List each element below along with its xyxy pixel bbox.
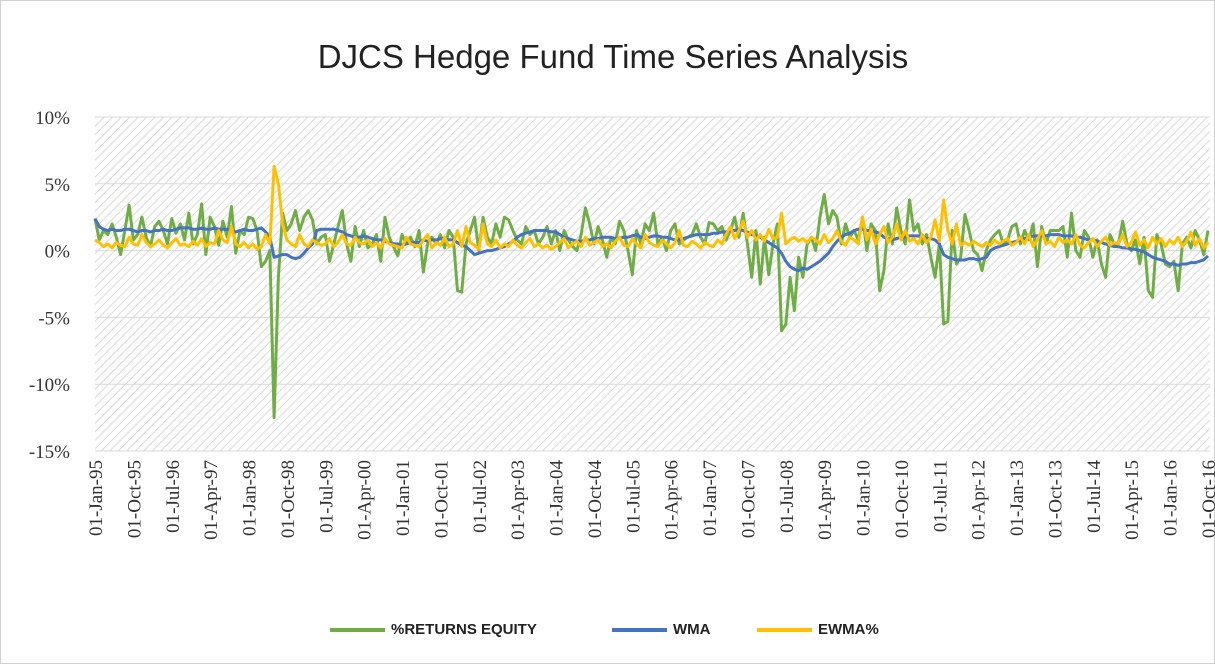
x-tick-label: 01-Apr-09 [815,460,836,540]
y-tick-label: -15% [29,442,70,463]
x-tick-label: 01-Oct-98 [278,460,299,538]
x-tick-label: 01-Oct-04 [585,460,606,539]
x-tick-label: 01-Jul-99 [316,460,337,533]
x-tick-label: 01-Oct-07 [738,460,759,538]
x-tick-label: 01-Jul-08 [777,460,798,533]
y-tick-label: 10% [35,108,70,129]
y-tick-label: -5% [38,308,70,329]
x-tick-label: 01-Apr-15 [1122,460,1143,540]
x-tick-label: 01-Oct-16 [1199,460,1215,538]
chart-title: DJCS Hedge Fund Time Series Analysis [318,38,909,75]
legend-label: %RETURNS EQUITY [391,621,537,638]
series-line [93,192,1210,420]
x-tick-label: 01-Jan-07 [700,460,721,536]
x-tick-label: 01-Jul-05 [623,460,644,533]
x-tick-label: 01-Jan-04 [547,460,568,536]
x-tick-label: 01-Oct-01 [431,460,452,538]
legend-label: WMA [673,621,711,638]
x-tick-label: 01-Apr-12 [969,460,990,540]
y-tick-label: 5% [45,175,71,196]
x-tick-label: 01-Jan-01 [393,460,414,536]
legend-label: EWMA% [818,621,879,638]
plot-area [95,117,1210,451]
x-tick-label: 01-Oct-13 [1045,460,1066,538]
x-tick-label: 01-Apr-00 [355,460,376,540]
x-tick-label: 01-Jul-14 [1084,460,1105,533]
y-tick-label: 0% [45,242,71,263]
x-tick-label: 01-Jan-10 [854,460,875,536]
x-tick-label: 01-Apr-03 [508,460,529,540]
x-tick-label: 01-Oct-10 [892,460,913,538]
x-tick-label: 01-Jan-13 [1007,460,1028,536]
x-tick-label: 01-Jan-16 [1161,460,1182,536]
x-tick-label: 01-Apr-06 [662,460,683,540]
x-tick-label: 01-Jan-95 [86,460,107,536]
y-tick-label: -10% [29,375,70,396]
x-tick-label: 01-Jul-11 [930,460,951,532]
x-tick-label: 01-Jul-02 [470,460,491,533]
x-tick-label: 01-Jul-96 [163,460,184,533]
x-tick-label: 01-Apr-97 [201,460,222,540]
x-tick-label: 01-Oct-95 [124,460,145,538]
x-tick-label: 01-Jan-98 [240,460,261,536]
series-line [94,164,1210,251]
